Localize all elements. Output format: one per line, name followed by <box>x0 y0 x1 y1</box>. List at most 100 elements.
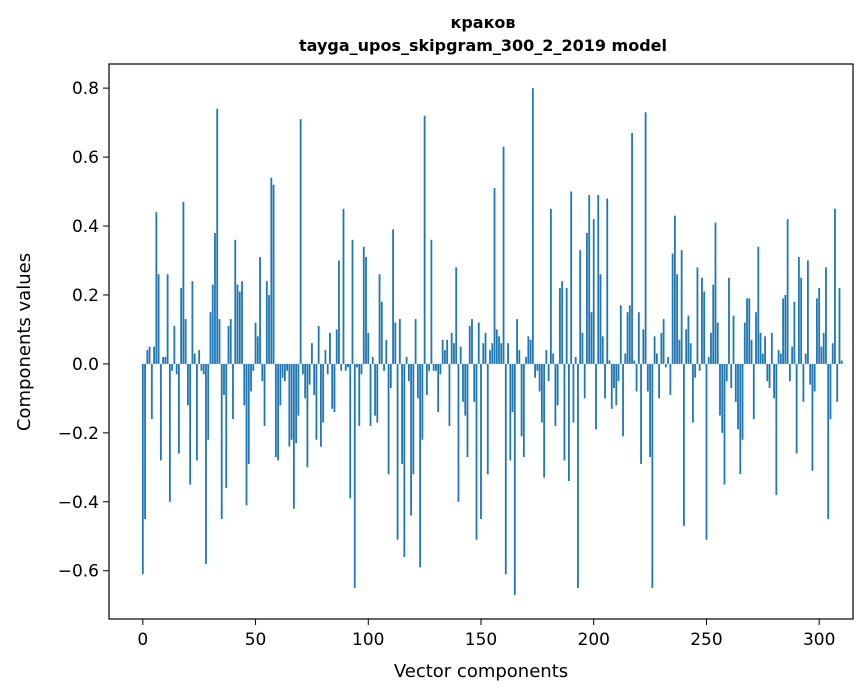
bar <box>462 363 464 402</box>
bar <box>520 363 523 437</box>
bar <box>484 332 487 364</box>
bar <box>613 363 615 389</box>
bar <box>347 363 349 368</box>
bar <box>574 357 577 364</box>
bar <box>288 363 291 447</box>
bar <box>480 363 482 520</box>
bar <box>649 363 651 457</box>
bar <box>829 363 832 420</box>
bar <box>180 288 183 364</box>
bar <box>617 363 620 382</box>
bar <box>387 363 390 475</box>
bar <box>338 260 340 364</box>
bar <box>250 363 252 392</box>
bar <box>543 363 546 478</box>
bar <box>150 363 153 420</box>
bar <box>220 363 223 520</box>
bar <box>403 363 406 557</box>
bar <box>773 363 775 399</box>
bar <box>286 363 289 371</box>
bar <box>171 363 174 371</box>
bar <box>554 363 557 426</box>
bar <box>457 363 460 502</box>
bar <box>301 363 304 375</box>
bar <box>770 332 773 364</box>
bar <box>633 360 636 364</box>
bar <box>561 281 564 364</box>
bar <box>432 363 435 371</box>
bar <box>184 319 187 364</box>
bar <box>743 322 746 364</box>
bar <box>241 281 243 364</box>
bar <box>642 329 645 364</box>
bar <box>313 363 316 395</box>
bar <box>838 288 841 364</box>
bar <box>511 363 514 413</box>
bar <box>349 363 352 499</box>
plot-frame <box>108 63 854 620</box>
bar <box>317 325 320 364</box>
bar <box>340 363 343 371</box>
bar <box>777 350 780 364</box>
bar <box>428 363 431 371</box>
bar <box>252 363 255 371</box>
bar <box>759 332 762 364</box>
y-tick-label: −0.6 <box>58 562 99 582</box>
bar <box>588 194 591 364</box>
bar <box>196 363 198 461</box>
bar <box>834 208 836 364</box>
bar <box>281 363 284 378</box>
bar <box>159 363 162 461</box>
bar <box>256 336 259 364</box>
bar <box>356 363 358 368</box>
bar <box>306 363 309 468</box>
bar <box>606 198 609 364</box>
bar <box>236 284 239 364</box>
bar <box>723 363 726 485</box>
bar <box>198 350 201 364</box>
bar <box>559 288 561 364</box>
bar <box>813 363 816 392</box>
y-tick-label: −0.2 <box>58 424 99 444</box>
y-axis-label: Components values <box>14 253 35 431</box>
bar <box>268 294 270 364</box>
bar <box>703 291 706 364</box>
bar <box>444 350 446 364</box>
x-tick-label: 50 <box>245 630 267 650</box>
bar <box>518 350 521 364</box>
bar <box>626 312 629 364</box>
y-tick-label: 0.6 <box>72 148 99 168</box>
bar <box>779 353 782 364</box>
bar <box>516 319 518 364</box>
bar <box>493 188 496 364</box>
bar <box>504 363 507 575</box>
bar <box>482 343 485 364</box>
bar <box>335 329 338 364</box>
bar <box>157 274 160 364</box>
bar <box>489 350 491 364</box>
bar <box>786 219 789 364</box>
bar <box>376 363 379 423</box>
bar <box>254 322 257 364</box>
bar <box>412 363 415 475</box>
bar <box>229 319 232 364</box>
bar <box>545 350 548 364</box>
bar <box>536 363 539 371</box>
bar <box>748 298 751 364</box>
bar <box>608 360 611 364</box>
bar <box>513 363 516 595</box>
bar <box>371 357 374 364</box>
bar <box>315 363 318 440</box>
bar <box>453 343 455 364</box>
bar <box>565 288 568 364</box>
x-tick-label: 250 <box>690 630 722 650</box>
bar <box>227 325 230 364</box>
y-tick-label: 0.8 <box>72 79 99 99</box>
bar <box>683 363 685 526</box>
bar <box>556 363 559 406</box>
bar <box>299 119 302 364</box>
bar <box>304 363 307 399</box>
bar <box>322 363 325 423</box>
y-tick-label: 0.4 <box>72 217 99 237</box>
